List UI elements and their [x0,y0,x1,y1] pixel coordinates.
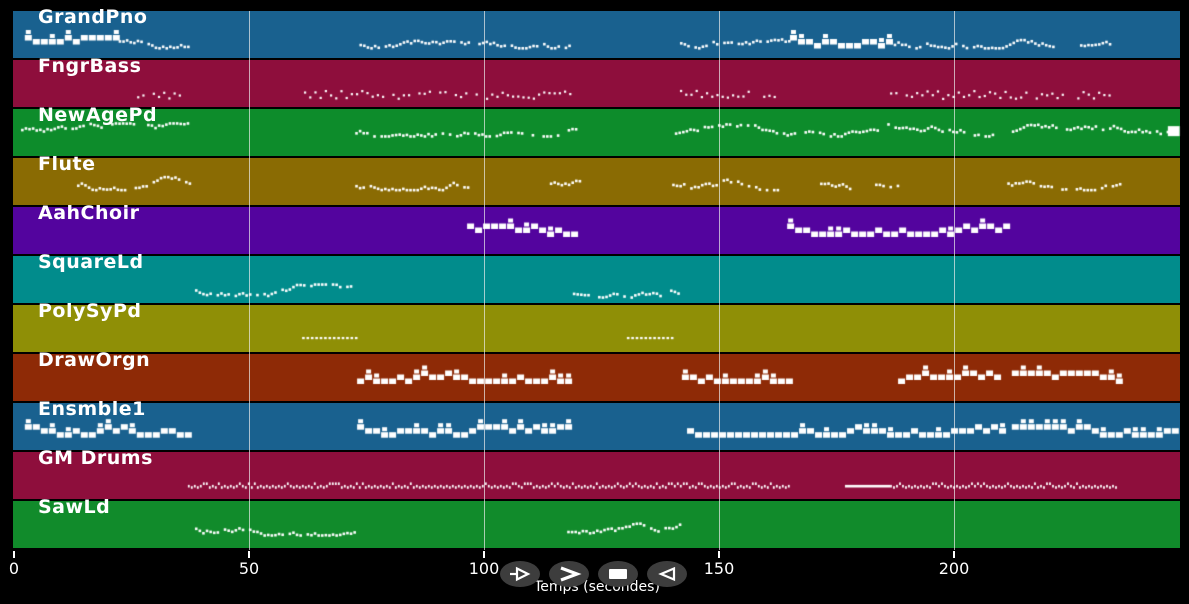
axis-tick-label-200: 200 [938,559,970,578]
track-label-flute: Flute [38,153,96,175]
track-label-ensmble1: Ensmble1 [38,398,146,420]
track-band-sawld [13,501,1180,548]
track-label-sawld: SawLd [38,496,111,518]
rewind-button[interactable] [647,561,687,587]
axis-tick-label-50: 50 [238,559,260,578]
track-band-squareld [13,256,1180,303]
fast-forward-icon [556,566,582,582]
track-band-newagepd [13,109,1180,156]
gridline-100 [484,11,485,550]
track-label-squareld: SquareLd [38,251,144,273]
track-band-aahchoir [13,207,1180,254]
gridline-200 [954,11,955,550]
track-band-draworgn [13,354,1180,401]
stop-button[interactable] [598,561,638,587]
track-band-gm-drums [13,452,1180,499]
gridline-50 [249,11,250,550]
axis-tickmark-50 [248,551,250,558]
axis-tickmark-100 [483,551,485,558]
track-band-grandpno [13,11,1180,58]
track-label-grandpno: GrandPno [38,6,148,28]
play-icon [507,566,533,582]
axis-tickmark-200 [953,551,955,558]
axis-tick-label-150: 150 [703,559,735,578]
axis-tickmark-0 [13,551,15,558]
axis-tickmark-150 [718,551,720,558]
track-label-aahchoir: AahChoir [38,202,140,224]
track-label-fngrbass: FngrBass [38,55,142,77]
track-band-fngrbass [13,60,1180,107]
track-band-ensmble1 [13,403,1180,450]
play-button[interactable] [500,561,540,587]
track-label-gm-drums: GM Drums [38,447,153,469]
playback-controls [500,561,687,587]
gridline-150 [719,11,720,550]
track-label-draworgn: DrawOrgn [38,349,151,371]
stop-icon [605,566,631,582]
fast-forward-button[interactable] [549,561,589,587]
track-band-flute [13,158,1180,205]
axis-tick-label-100: 100 [468,559,500,578]
track-label-polysypd: PolySyPd [38,300,142,322]
rewind-icon [654,566,680,582]
track-band-polysypd [13,305,1180,352]
track-label-newagepd: NewAgePd [38,104,158,126]
axis-tick-label-0: 0 [8,559,20,578]
